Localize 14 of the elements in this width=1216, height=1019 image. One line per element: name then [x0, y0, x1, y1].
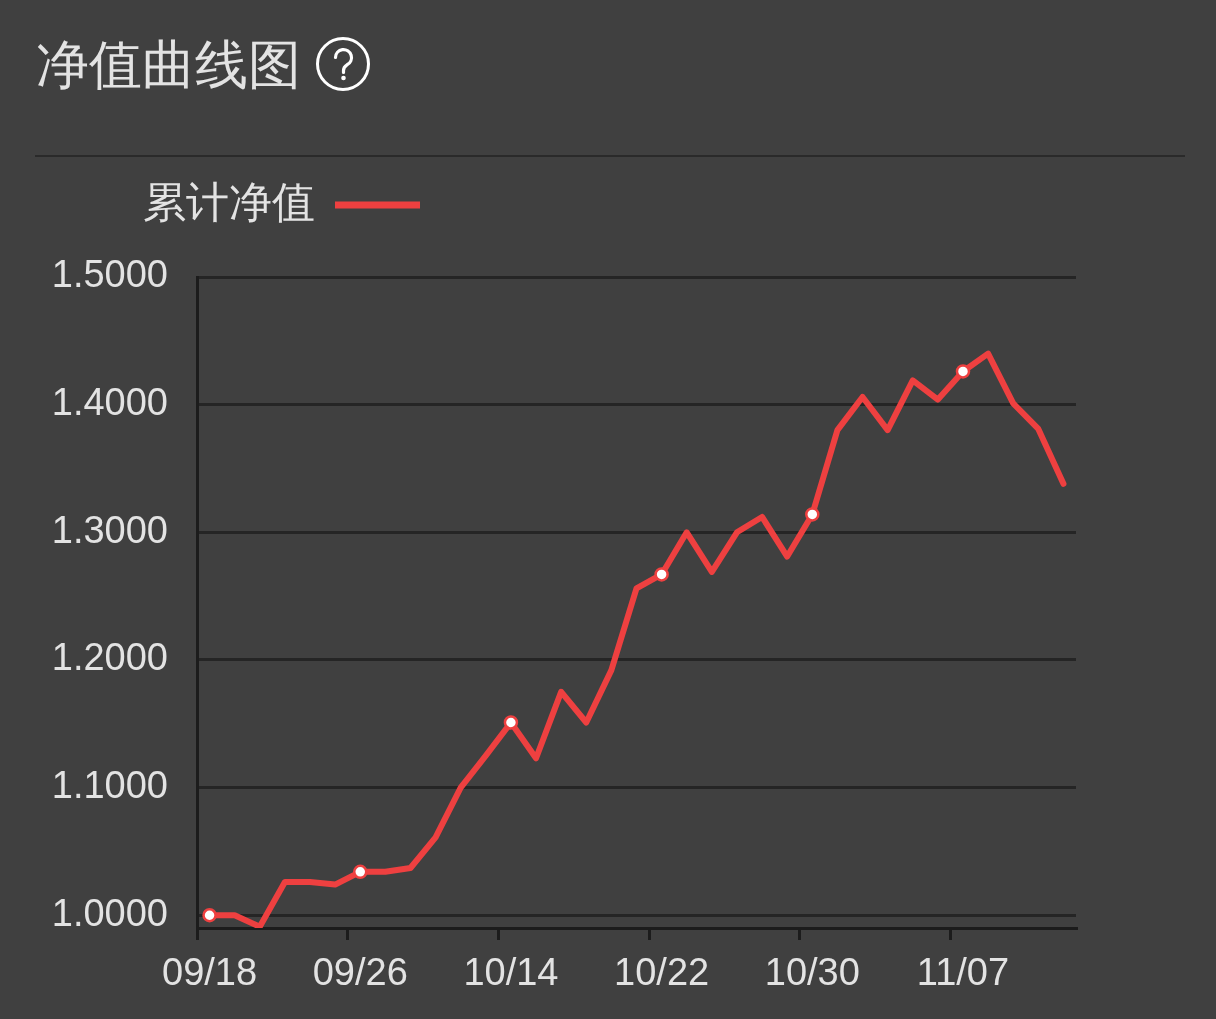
- x-tick-label: 11/07: [916, 951, 1010, 994]
- x-tick-label: 10/14: [463, 951, 559, 994]
- y-tick-label: 1.1000: [51, 764, 168, 807]
- x-tick-label: 09/26: [312, 951, 408, 994]
- x-tick-label: 10/30: [764, 951, 860, 994]
- x-tick-label: 10/22: [614, 951, 710, 994]
- y-tick-label: 1.3000: [51, 508, 168, 551]
- y-tick-label: 1.0000: [51, 891, 168, 934]
- y-tick-label: 1.4000: [51, 381, 168, 424]
- legend-label: 累计净值: [143, 177, 315, 226]
- chart-title: 净值曲线图: [36, 34, 301, 94]
- x-tick-label: 09/18: [162, 951, 258, 994]
- y-tick-label: 1.5000: [51, 253, 168, 296]
- y-tick-label: 1.2000: [51, 636, 168, 679]
